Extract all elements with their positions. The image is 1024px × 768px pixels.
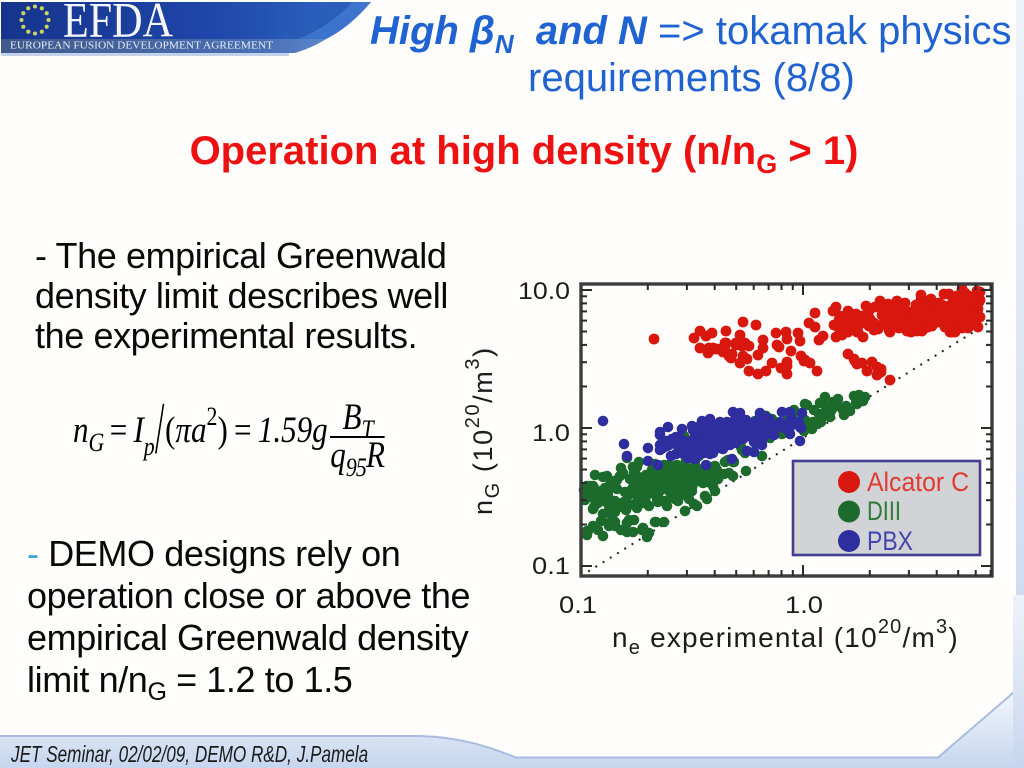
svg-text:nG (1020/m3): nG (1020/m3) xyxy=(462,346,504,515)
svg-text:1.0: 1.0 xyxy=(532,420,570,447)
svg-text:DIII: DIII xyxy=(867,496,901,526)
svg-text:0.1: 0.1 xyxy=(559,592,597,619)
svg-text:1.0: 1.0 xyxy=(785,592,823,619)
svg-text:EUROPEAN FUSION DEVELOPMENT AG: EUROPEAN FUSION DEVELOPMENT AGREEMENT xyxy=(10,41,274,52)
svg-text:Alcator C: Alcator C xyxy=(867,467,969,497)
svg-text:EFDA: EFDA xyxy=(63,0,173,48)
svg-text:ne experimental (1020/m3): ne experimental (1020/m3) xyxy=(612,616,959,659)
svg-text:10.0: 10.0 xyxy=(518,278,570,305)
svg-text:0.1: 0.1 xyxy=(532,553,570,580)
svg-text:PBX: PBX xyxy=(867,526,913,556)
